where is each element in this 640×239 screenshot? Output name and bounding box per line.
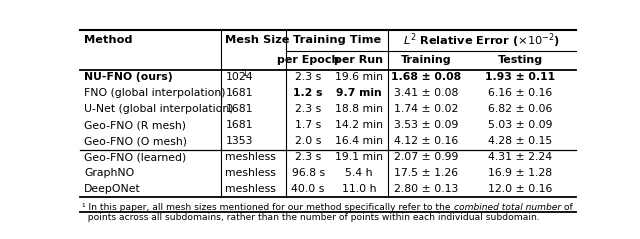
Text: 1681: 1681 xyxy=(225,88,253,98)
Text: 2.07 ± 0.99: 2.07 ± 0.99 xyxy=(394,152,458,163)
Text: 1.2 s: 1.2 s xyxy=(293,88,323,98)
Text: Geo-FNO (R mesh): Geo-FNO (R mesh) xyxy=(84,120,186,130)
Text: 9.7 min: 9.7 min xyxy=(336,88,382,98)
Text: Geo-FNO (O mesh): Geo-FNO (O mesh) xyxy=(84,136,187,147)
Text: Testing: Testing xyxy=(498,55,543,65)
Text: 1.93 ± 0.11: 1.93 ± 0.11 xyxy=(485,72,556,82)
Text: 1353: 1353 xyxy=(225,136,253,147)
Text: 3.41 ± 0.08: 3.41 ± 0.08 xyxy=(394,88,458,98)
Text: points across all subdomains, rather than the number of points within each indiv: points across all subdomains, rather tha… xyxy=(83,213,540,222)
Text: per Epoch: per Epoch xyxy=(277,55,339,65)
Text: ¹ In this paper, all mesh sizes mentioned for our method specifically refer to t: ¹ In this paper, all mesh sizes mentione… xyxy=(83,203,454,212)
Text: 5.03 ± 0.09: 5.03 ± 0.09 xyxy=(488,120,552,130)
Text: combined total number: combined total number xyxy=(454,203,561,212)
Text: Training Time: Training Time xyxy=(292,35,381,45)
Text: meshless: meshless xyxy=(225,168,276,179)
Text: 40.0 s: 40.0 s xyxy=(291,185,325,195)
Text: 5.4 h: 5.4 h xyxy=(345,168,372,179)
Text: 2.3 s: 2.3 s xyxy=(295,152,321,163)
Text: 14.2 min: 14.2 min xyxy=(335,120,383,130)
Text: 1681: 1681 xyxy=(225,104,253,114)
Text: 16.9 ± 1.28: 16.9 ± 1.28 xyxy=(488,168,552,179)
Text: 1.7 s: 1.7 s xyxy=(295,120,321,130)
Text: 4.28 ± 0.15: 4.28 ± 0.15 xyxy=(488,136,552,147)
Text: meshless: meshless xyxy=(225,152,276,163)
Text: 12.0 ± 0.16: 12.0 ± 0.16 xyxy=(488,185,552,195)
Text: 1: 1 xyxy=(242,69,247,78)
Text: 2.3 s: 2.3 s xyxy=(295,72,321,82)
Text: 4.12 ± 0.16: 4.12 ± 0.16 xyxy=(394,136,458,147)
Text: 19.1 min: 19.1 min xyxy=(335,152,383,163)
Text: $L^2$ Relative Error ($\times10^{-2}$): $L^2$ Relative Error ($\times10^{-2}$) xyxy=(403,31,560,50)
Text: Mesh Size: Mesh Size xyxy=(225,35,290,45)
Text: 18.8 min: 18.8 min xyxy=(335,104,383,114)
Text: GraphNO: GraphNO xyxy=(84,168,134,179)
Text: per Run: per Run xyxy=(335,55,383,65)
Text: Geo-FNO (learned): Geo-FNO (learned) xyxy=(84,152,186,163)
Text: 17.5 ± 1.26: 17.5 ± 1.26 xyxy=(394,168,458,179)
Text: NU-FNO (ours): NU-FNO (ours) xyxy=(84,72,173,82)
Text: 2.80 ± 0.13: 2.80 ± 0.13 xyxy=(394,185,458,195)
Text: 1.68 ± 0.08: 1.68 ± 0.08 xyxy=(391,72,461,82)
Text: 6.82 ± 0.06: 6.82 ± 0.06 xyxy=(488,104,552,114)
Text: DeepONet: DeepONet xyxy=(84,185,141,195)
Text: 2.0 s: 2.0 s xyxy=(295,136,321,147)
Text: 16.4 min: 16.4 min xyxy=(335,136,383,147)
Text: 4.31 ± 2.24: 4.31 ± 2.24 xyxy=(488,152,552,163)
Text: 1024: 1024 xyxy=(225,72,253,82)
Text: U-Net (global interpolation): U-Net (global interpolation) xyxy=(84,104,234,114)
Text: Method: Method xyxy=(84,35,132,45)
Text: 1.74 ± 0.02: 1.74 ± 0.02 xyxy=(394,104,458,114)
Text: 2.3 s: 2.3 s xyxy=(295,104,321,114)
Text: 1681: 1681 xyxy=(225,120,253,130)
Text: 19.6 min: 19.6 min xyxy=(335,72,383,82)
Text: 3.53 ± 0.09: 3.53 ± 0.09 xyxy=(394,120,458,130)
Text: 96.8 s: 96.8 s xyxy=(292,168,324,179)
Text: Training: Training xyxy=(401,55,451,65)
Text: 11.0 h: 11.0 h xyxy=(342,185,376,195)
Text: meshless: meshless xyxy=(225,185,276,195)
Text: of: of xyxy=(561,203,573,212)
Text: 6.16 ± 0.16: 6.16 ± 0.16 xyxy=(488,88,552,98)
Text: FNO (global interpolation): FNO (global interpolation) xyxy=(84,88,225,98)
